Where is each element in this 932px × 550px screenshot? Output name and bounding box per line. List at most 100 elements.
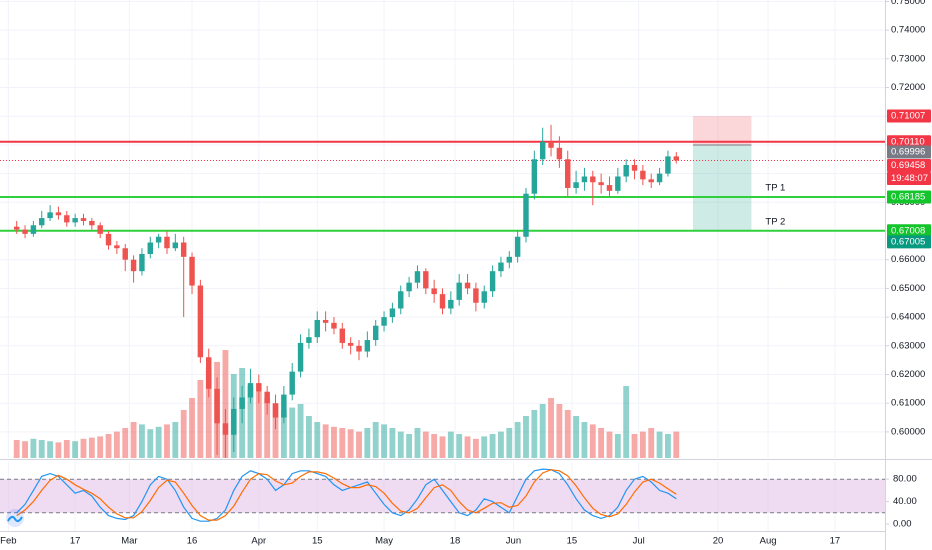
volume-bar [447,431,454,458]
candle-body [431,288,437,295]
candle-body [331,322,337,329]
candle-body [456,282,462,300]
candle-body [272,403,279,418]
volume-bar [589,424,596,458]
candle-body [47,212,53,219]
candle-body [531,159,538,194]
candle-body [281,394,287,418]
volume-bar [339,428,346,458]
candle-body [590,176,596,183]
target-label: TP 1 [765,183,785,194]
x-tick-label: Aug [760,536,777,547]
candle-body [164,236,170,249]
volume-bar [55,442,62,458]
candle-body [13,226,20,230]
level-badge-bg [887,190,931,204]
volume-bar [347,429,354,458]
volume-bar [297,404,304,458]
target-zone [692,145,752,231]
volume-bar [88,437,95,458]
y-tick-label: 0.65000 [891,283,925,294]
level-badge-bg [887,224,931,238]
candle-body [489,271,496,292]
volume-bar [197,380,204,458]
marker-badge-bg [887,235,931,249]
volume-bar [665,434,671,458]
volume-bar [531,410,538,458]
level-badge: 0.67008 [891,225,925,236]
candle-body [481,291,487,303]
price-badge-bg [887,158,931,172]
volume-bar [356,431,362,458]
volume-bar [155,426,162,458]
entry-badge-bg [887,145,931,159]
y-tick-label: 0.74000 [891,25,925,36]
candle-body [231,408,237,435]
candle-body [539,142,546,160]
volume-bar [431,434,438,458]
x-tick-label: 20 [713,536,724,547]
volume-bar [414,428,421,458]
stoch-line [16,469,677,521]
y-tick-label: 0.64000 [891,312,925,323]
logo [6,509,24,527]
volume-bar [581,422,588,458]
y-tick-label: 0.61000 [891,398,925,409]
volume-bar [130,422,137,458]
x-tick-label: 15 [312,536,323,547]
countdown-badge-bg [887,171,931,185]
candle-body [573,182,579,188]
volume-bar [264,398,271,458]
volume-bar [456,434,463,458]
candle-body [665,156,671,174]
candle-body [389,308,396,318]
volume-bar [189,398,195,458]
countdown-badge: 19:48:07 [891,173,928,184]
candle-body [372,325,379,341]
marker-badge: 0.67005 [891,236,925,247]
candle-body [656,173,663,183]
volume-bar [439,436,446,458]
y-tick-label: 0.73000 [891,53,925,64]
volume-bar [247,386,254,458]
volume-bar [573,416,580,458]
volume-bar [656,431,663,458]
volume-bar [113,431,120,458]
volume-bar [80,438,87,458]
volume-bar [255,392,262,458]
volume-bar [322,424,329,458]
volume-bar [13,440,20,458]
candle-body [256,383,262,392]
level-badge-bg [887,135,931,149]
volume-bar [389,428,396,458]
candle-body [139,253,145,272]
stop-badge: 0.71007 [891,111,925,122]
volume-bar [556,404,563,458]
stoch-y-tick-label: 0.00 [893,519,912,530]
x-tick-label: 16 [187,536,198,547]
candle-body [80,218,87,221]
logo-wave [7,515,23,523]
candle-body [398,291,404,309]
candle-body [39,218,45,226]
candle-body [297,342,304,372]
volume-bar [397,431,404,458]
candle-body [189,256,195,286]
y-tick-label: 0.60000 [891,426,925,437]
candle-body [631,165,638,171]
candle-body [498,262,504,272]
entry-badge: 0.69996 [891,147,925,158]
candle-body [640,170,646,180]
candle-body [97,225,103,234]
candle-body [556,147,563,160]
volume-bar [364,428,371,458]
candle-body [548,142,554,148]
candle-body [414,271,421,283]
volume-bar [372,422,379,458]
candle-body [222,423,229,435]
x-tick-label: Jun [506,536,521,547]
candle-body [565,159,571,188]
candle-body [105,233,112,246]
